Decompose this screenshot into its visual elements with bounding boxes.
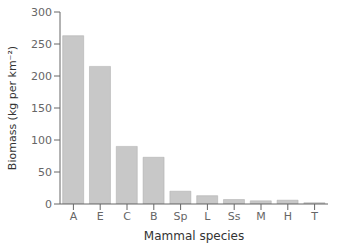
svg-text:C: C bbox=[123, 210, 131, 223]
svg-text:A: A bbox=[70, 210, 78, 223]
svg-text:E: E bbox=[97, 210, 104, 223]
svg-text:Ss: Ss bbox=[228, 210, 241, 223]
svg-text:Biomass (kg per km⁻²): Biomass (kg per km⁻²) bbox=[8, 46, 19, 170]
svg-text:200: 200 bbox=[31, 70, 52, 83]
svg-text:T: T bbox=[310, 210, 318, 223]
svg-text:M: M bbox=[256, 210, 266, 223]
svg-text:L: L bbox=[204, 210, 211, 223]
svg-text:50: 50 bbox=[38, 166, 52, 179]
svg-text:H: H bbox=[284, 210, 292, 223]
svg-text:250: 250 bbox=[31, 38, 52, 51]
svg-text:300: 300 bbox=[31, 6, 52, 19]
svg-text:Sp: Sp bbox=[174, 210, 188, 223]
svg-text:150: 150 bbox=[31, 102, 52, 115]
svg-text:0: 0 bbox=[45, 198, 52, 211]
svg-text:Mammal species: Mammal species bbox=[144, 229, 244, 243]
svg-text:100: 100 bbox=[31, 134, 52, 147]
svg-text:B: B bbox=[150, 210, 158, 223]
